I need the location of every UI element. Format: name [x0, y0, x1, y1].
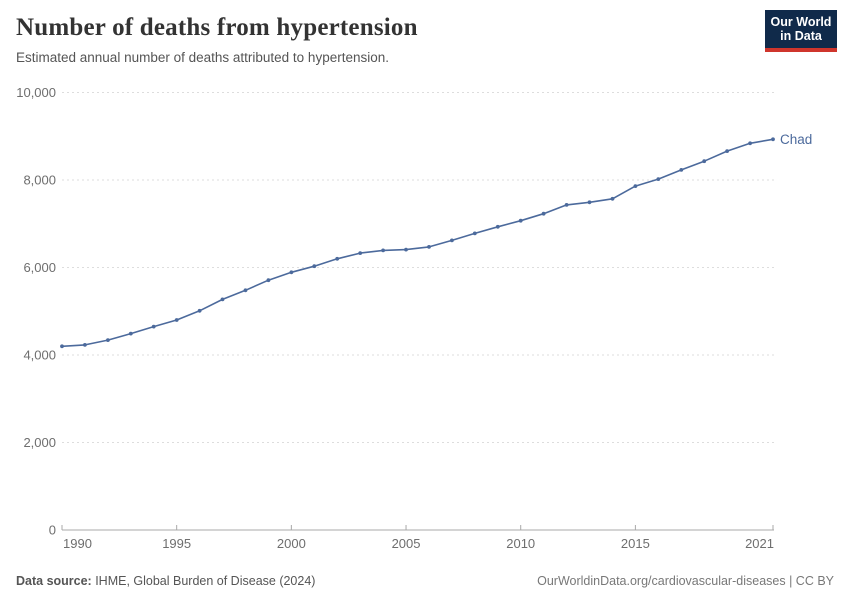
data-point-marker: [633, 184, 638, 189]
data-point-marker: [725, 149, 729, 154]
data-point-marker: [679, 168, 684, 172]
x-tick-label: 2010: [506, 536, 535, 551]
owid-logo: Our World in Data: [765, 10, 837, 52]
data-source-note: Data source: IHME, Global Burden of Dise…: [16, 574, 315, 588]
y-tick-label: 8,000: [23, 173, 56, 188]
data-point-marker: [151, 324, 156, 329]
data-point-marker: [243, 288, 248, 293]
y-tick-label: 4,000: [23, 348, 56, 363]
x-tick-label: 1990: [63, 536, 92, 551]
x-tick-label: 2000: [277, 536, 306, 551]
data-point-marker: [427, 245, 431, 249]
chart-footer: Data source: IHME, Global Burden of Dise…: [16, 574, 834, 588]
x-tick-label: 2005: [392, 536, 421, 551]
data-point-marker: [610, 196, 615, 201]
data-point-marker: [472, 231, 477, 236]
data-point-marker: [197, 308, 202, 313]
x-tick-label: 2015: [621, 536, 650, 551]
data-source-label: Data source:: [16, 574, 92, 588]
owid-logo-line2: in Data: [780, 29, 822, 44]
data-point-marker: [381, 248, 385, 253]
page-title: Number of deaths from hypertension: [16, 14, 418, 41]
data-point-marker: [60, 344, 64, 349]
data-point-marker: [748, 141, 752, 146]
series-end-label: Chad: [780, 132, 812, 147]
data-point-marker: [358, 251, 363, 256]
data-point-marker: [656, 177, 661, 182]
data-point-marker: [335, 256, 340, 261]
data-point-marker: [174, 318, 179, 322]
data-point-marker: [587, 200, 592, 205]
chart-subtitle: Estimated annual number of deaths attrib…: [16, 50, 389, 65]
data-point-marker: [495, 224, 500, 229]
data-point-marker: [541, 211, 546, 216]
data-point-marker: [771, 137, 775, 142]
data-point-marker: [564, 203, 569, 207]
data-point-marker: [450, 238, 454, 243]
y-tick-label: 2,000: [23, 435, 56, 450]
data-point-marker: [702, 159, 707, 164]
data-point-marker: [312, 264, 317, 269]
data-point-marker: [128, 331, 133, 336]
data-source-text: IHME, Global Burden of Disease (2024): [91, 574, 316, 588]
x-tick-label: 1995: [162, 536, 191, 551]
y-tick-label: 10,000: [16, 85, 56, 100]
data-point-marker: [266, 278, 271, 283]
x-tick-label: 2021: [745, 536, 774, 551]
data-point-marker: [404, 247, 408, 252]
data-point-marker: [220, 297, 225, 302]
y-tick-label: 6,000: [23, 260, 56, 275]
series-line: [61, 138, 774, 348]
y-tick-label: 0: [49, 523, 56, 538]
data-point-marker: [83, 343, 87, 347]
data-point-marker: [518, 218, 523, 223]
chart-header: Number of deaths from hypertension Estim…: [16, 14, 750, 65]
data-point-marker: [106, 338, 110, 342]
credit-line: OurWorldinData.org/cardiovascular-diseas…: [537, 574, 834, 588]
owid-logo-line1: Our World: [770, 15, 832, 29]
data-point-marker: [289, 270, 294, 275]
